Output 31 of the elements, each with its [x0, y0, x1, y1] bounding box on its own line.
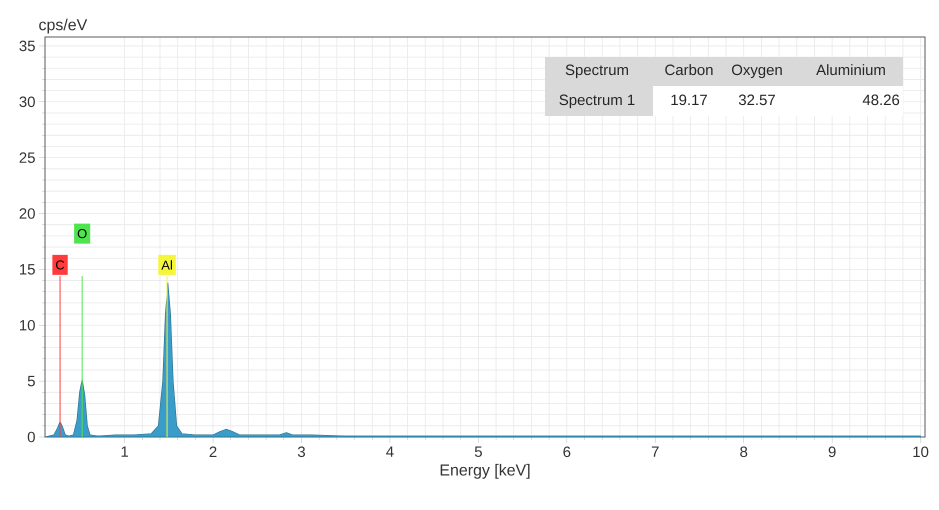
y-tick-label: 35	[19, 40, 35, 52]
x-tick-label: 10	[913, 446, 928, 458]
y-tick-label: 0	[28, 432, 35, 442]
x-tick-label: 3	[298, 446, 305, 458]
annotation: Spectrum	[566, 64, 628, 78]
x-tick-label: 5	[474, 446, 482, 457]
annotation: Spectrum 1	[559, 94, 634, 108]
y-tick-label: 5	[28, 376, 35, 386]
x-tick-label: 9	[828, 446, 836, 458]
annotation: 32.57	[738, 94, 775, 106]
y-tick-label: 10	[20, 320, 35, 331]
x-tick-label: 4	[386, 446, 394, 457]
annotation: Aluminium	[816, 64, 885, 76]
ref-line-label: O	[78, 229, 87, 238]
x-tick-label: 2	[210, 446, 216, 457]
x-tick-label: 8	[740, 446, 748, 458]
x-tick-label: 1	[122, 446, 128, 457]
annotation: Oxygen	[732, 64, 782, 78]
x-tick-label: 6	[563, 446, 570, 458]
ref-line-label: Al	[161, 260, 172, 270]
annotation: 19.17	[671, 94, 707, 106]
y-tick-label: 30	[19, 96, 35, 108]
y-axis-title: cps/eV	[39, 18, 88, 34]
x-tick-label: 7	[652, 446, 659, 457]
y-tick-label: 25	[20, 152, 35, 163]
y-tick-label: 15	[20, 264, 35, 275]
ref-line-label: C	[56, 260, 64, 270]
annotation: 48.26	[862, 94, 900, 106]
annotation: Carbon	[665, 64, 713, 76]
y-tick-label: 20	[20, 208, 35, 219]
x-axis-title: Energy [keV]	[440, 464, 530, 479]
